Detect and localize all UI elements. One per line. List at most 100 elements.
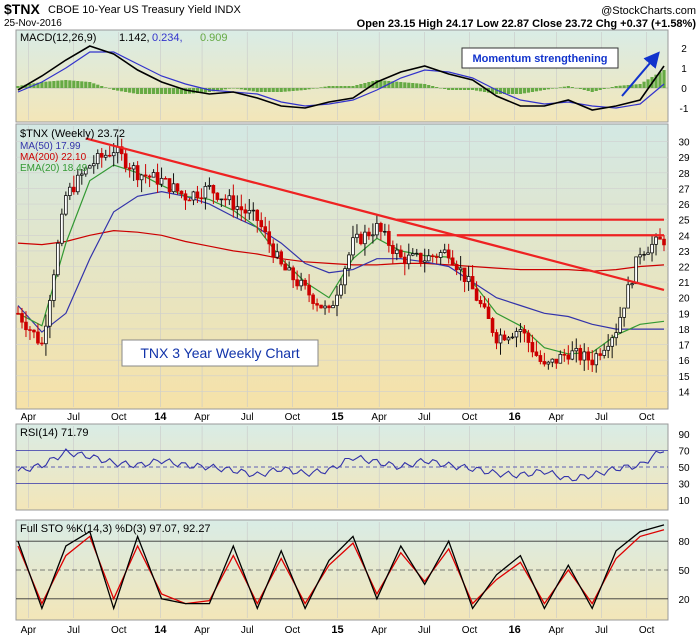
price-bar-body	[343, 268, 347, 286]
price-bar-body	[418, 252, 423, 263]
macd-hist-bar	[411, 83, 415, 88]
price-bar-body	[215, 192, 220, 200]
macd-hist-bar	[490, 88, 495, 94]
price-bar-body	[44, 325, 48, 345]
macd-hist-bar	[279, 88, 283, 92]
macd-hist-bar	[88, 82, 92, 88]
macd-hist-bar	[40, 82, 44, 88]
macd-hist-bar	[311, 88, 315, 89]
macd-hist-bar	[455, 88, 459, 90]
macd-hist-bar	[618, 85, 622, 88]
quote-summary: Open 23.15 High 24.17 Low 22.87 Close 23…	[357, 18, 697, 30]
price-bar-body	[28, 329, 32, 331]
price-ytick: 20	[678, 294, 690, 305]
price-bar-body	[40, 342, 44, 345]
price-bar-body	[630, 283, 634, 286]
price-bar-body	[76, 174, 80, 193]
price-bar-body	[522, 329, 527, 334]
macd-hist-bar	[307, 88, 311, 90]
macd-hist-bar	[538, 88, 542, 91]
price-bar-body	[646, 252, 650, 255]
macd-hist-bar	[291, 88, 295, 91]
macd-hist-bar	[642, 81, 646, 88]
macd-hist-bar	[247, 88, 251, 91]
price-bar-body	[530, 342, 535, 353]
price-bar-body	[610, 337, 614, 347]
macd-hist-bar	[20, 85, 24, 88]
macd-hist-bar	[610, 87, 614, 88]
price-bar-body	[147, 175, 152, 178]
price-legend-ema20: EMA(20) 18.49	[20, 163, 88, 174]
price-legend-ma200: MA(200) 22.10	[20, 152, 87, 163]
price-bar-body	[486, 306, 491, 319]
x-axis-bottom: Apr Jul Oct 14 Apr Jul Oct 15 Apr Jul Oct 16 Apr Jul O…	[21, 624, 655, 636]
macd-hist-bar	[92, 83, 96, 88]
price-bar-body	[426, 255, 431, 262]
macd-hist-bar	[299, 88, 303, 91]
macd-hist-bar	[16, 86, 20, 88]
macd-hist-bar	[447, 88, 451, 90]
macd-hist-bar	[211, 88, 215, 92]
macd-hist-bar	[151, 88, 156, 94]
macd-hist-bar	[542, 88, 546, 90]
macd-hist-bar	[367, 82, 371, 88]
macd-hist-bar	[498, 88, 503, 94]
price-bar-body	[331, 305, 335, 309]
copyright: @StockCharts.com	[601, 5, 696, 17]
macd-hist-bar	[108, 88, 112, 89]
ma200-line	[17, 229, 665, 272]
macd-hist-bar	[566, 86, 570, 88]
price-bar-body	[263, 226, 268, 233]
x-tick-label: Oct	[639, 412, 655, 423]
macd-hist-bar	[546, 88, 550, 90]
macd-hist-bar	[638, 84, 642, 88]
macd-hist-bar	[251, 88, 255, 92]
price-legend-main: $TNX (Weekly) 23.72	[20, 128, 125, 140]
price-bar-body	[155, 172, 160, 185]
macd-hist-bar	[646, 79, 650, 88]
price-ytick: 18	[678, 325, 690, 336]
macd-hist-bar	[451, 88, 455, 90]
price-bar-body	[347, 254, 351, 270]
macd-hist-bar	[227, 88, 231, 89]
price-bar-body	[359, 233, 363, 245]
x-tick-label: Jul	[418, 625, 431, 636]
sto-ytick: 20	[678, 595, 690, 606]
x-tick-label: Oct	[285, 625, 301, 636]
macd-hist-bar	[303, 88, 307, 90]
rsi-line	[17, 448, 665, 482]
macd-hist-bar	[159, 88, 164, 94]
macd-hist-bar	[100, 86, 104, 88]
macd-hist-bar	[259, 88, 263, 92]
chart-caption-box	[121, 339, 319, 367]
macd-hist-bar	[343, 86, 347, 88]
symbol-label: $TNX	[4, 1, 40, 17]
price-bar-body	[534, 351, 539, 356]
x-tick-label: Oct	[462, 625, 478, 636]
macd-hist-bar	[171, 88, 176, 94]
rsi-ytick: 30	[678, 479, 690, 490]
x-tick-label: Oct	[111, 412, 127, 423]
price-ytick: 21	[678, 278, 690, 289]
price-bar-body	[64, 195, 68, 215]
price-bar-body	[307, 284, 311, 296]
price-bar-body	[379, 222, 383, 232]
macd-hist-bar	[84, 81, 88, 88]
macd-line	[17, 45, 665, 111]
price-bar-body	[399, 249, 403, 258]
x-tick-label: Jul	[67, 625, 80, 636]
price-bar-body	[24, 321, 28, 331]
x-tick-label: Oct	[111, 625, 127, 636]
price-bar-body	[510, 336, 515, 339]
price-bar-body	[478, 299, 483, 305]
price-bar-body	[139, 174, 144, 181]
trendline	[85, 137, 665, 291]
macd-hist-bar	[526, 88, 531, 93]
price-bar-body	[335, 294, 339, 306]
price-bar-body	[123, 153, 128, 169]
macd-hist-bar	[163, 88, 168, 94]
price-bar-body	[375, 222, 379, 236]
price-bar-body	[351, 237, 355, 256]
price-ytick: 28	[678, 169, 690, 180]
price-bar-body	[574, 348, 579, 352]
